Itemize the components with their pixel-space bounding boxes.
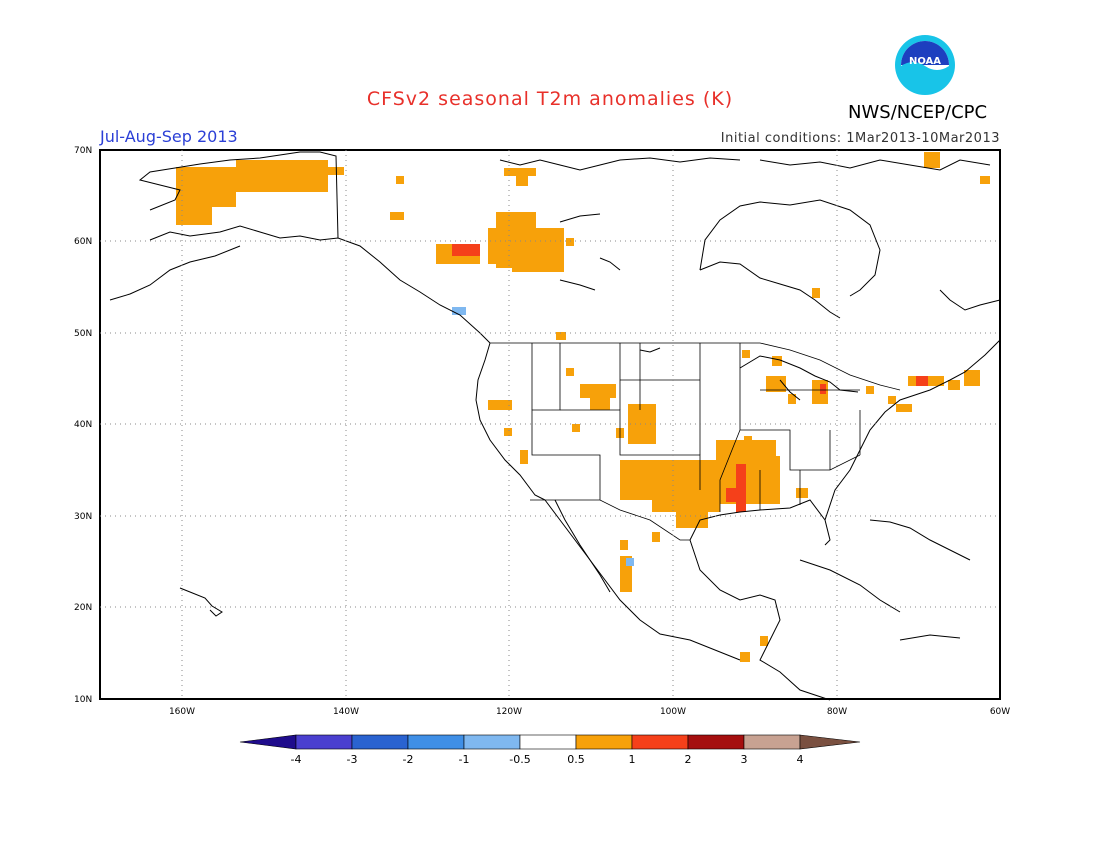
colorbar-label: -0.5 xyxy=(509,753,530,766)
coastlines xyxy=(109,151,1001,701)
agency-credit: NWS/NCEP/CPC xyxy=(848,102,988,123)
colorbar-swatch xyxy=(351,734,409,750)
colorbar-swatch xyxy=(687,734,745,750)
colorbar-swatch xyxy=(799,734,861,750)
anomaly-region-alaska-east xyxy=(236,160,328,192)
colorbar-label: -1 xyxy=(459,753,470,766)
lon-label: 120W xyxy=(496,707,522,717)
anomaly-cells-strong xyxy=(452,244,928,512)
colorbar-swatch xyxy=(463,734,521,750)
initial-conditions: Initial conditions: 1Mar2013-10Mar2013 xyxy=(720,131,1000,146)
colorbar-swatch xyxy=(239,734,297,750)
colorbar-label: 2 xyxy=(685,753,692,766)
colorbar-swatch xyxy=(743,734,801,750)
lon-label: 160W xyxy=(169,707,195,717)
forecast-period: Jul-Aug-Sep 2013 xyxy=(100,127,238,146)
colorbar-swatch xyxy=(407,734,465,750)
anomaly-region-texas xyxy=(652,460,720,512)
colorbar-swatch xyxy=(631,734,689,750)
colorbar-label: 4 xyxy=(797,753,804,766)
colorbar-swatch xyxy=(295,734,353,750)
anomaly-region-bc-hot xyxy=(452,244,480,256)
colorbar-label: -2 xyxy=(403,753,414,766)
colorbar-label: -4 xyxy=(291,753,302,766)
lat-label: 20N xyxy=(74,603,92,613)
noaa-logo-icon: NOAA xyxy=(895,35,955,95)
colorbar-label: 0.5 xyxy=(567,753,585,766)
borders xyxy=(490,342,901,541)
lon-labels: 160W 140W 120W 100W 80W 60W xyxy=(169,707,1010,717)
lat-label: 10N xyxy=(74,695,92,705)
lat-label: 50N xyxy=(74,329,92,339)
colorbar-label: 3 xyxy=(741,753,748,766)
lat-label: 40N xyxy=(74,420,92,430)
anomaly-cells xyxy=(176,152,990,662)
anomaly-cells-cool xyxy=(452,307,634,566)
colorbar-label: 1 xyxy=(629,753,636,766)
lon-label: 80W xyxy=(827,707,847,717)
anomaly-region-plains xyxy=(628,404,656,444)
lat-label: 30N xyxy=(74,512,92,522)
logo-text: NOAA xyxy=(909,56,941,67)
colorbar-swatch xyxy=(575,734,633,750)
lon-label: 100W xyxy=(660,707,686,717)
lat-label: 70N xyxy=(74,146,92,156)
lat-label: 60N xyxy=(74,237,92,247)
colorbar-swatch xyxy=(519,734,577,750)
lat-labels: 70N 60N 50N 40N 30N 20N 10N xyxy=(74,146,92,705)
lon-label: 140W xyxy=(333,707,359,717)
colorbar-legend xyxy=(239,734,861,750)
anomaly-region-alaska xyxy=(176,167,236,207)
colorbar-label: -3 xyxy=(347,753,358,766)
lon-label: 60W xyxy=(990,707,1010,717)
gridlines xyxy=(100,150,1000,699)
colorbar-labels: -4 -3 -2 -1 -0.5 0.5 1 2 3 4 xyxy=(291,753,804,766)
chart-title: CFSv2 seasonal T2m anomalies (K) xyxy=(366,88,734,110)
